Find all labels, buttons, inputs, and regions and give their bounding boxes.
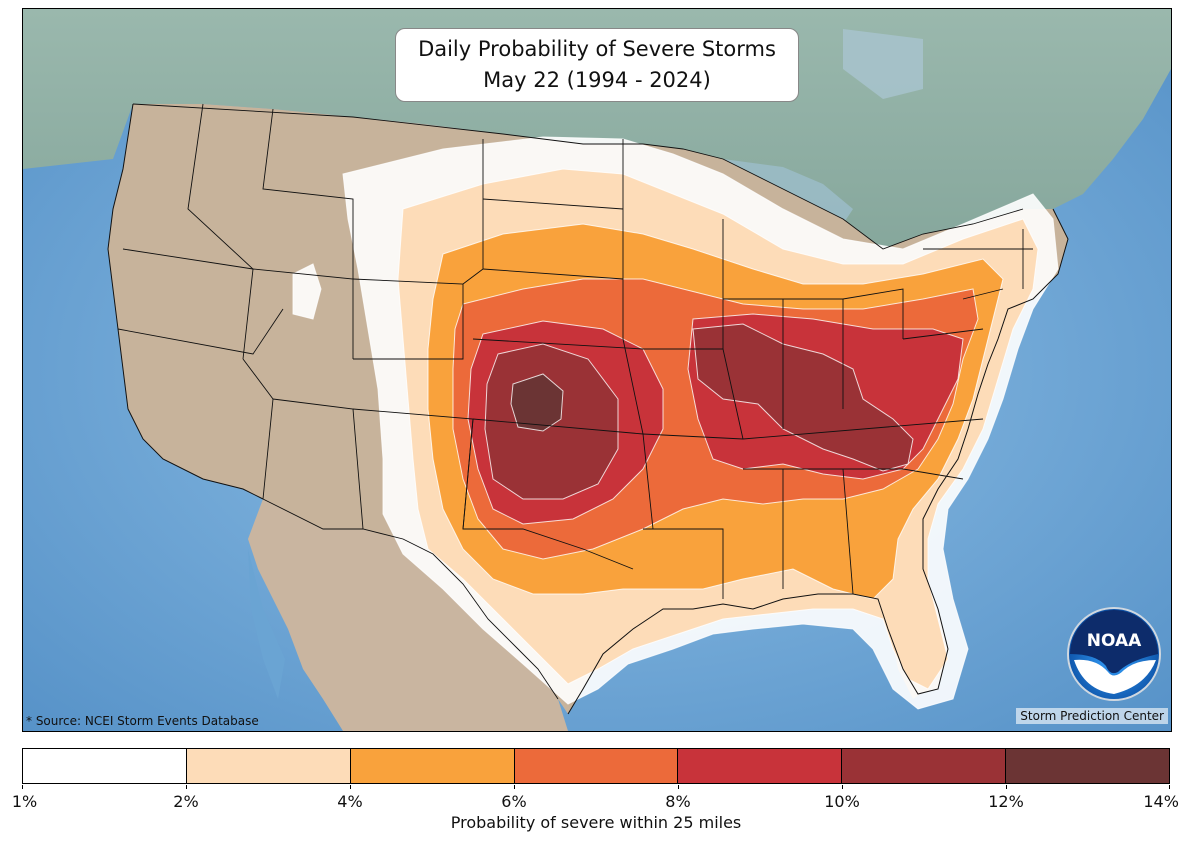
colorbar-segment [350, 749, 515, 783]
colorbar-tick-label: 10% [824, 792, 860, 811]
colorbar-segment [186, 749, 351, 783]
colorbar-tick-label: 2% [173, 792, 199, 811]
colorbar-tick [186, 785, 187, 789]
colorbar-tick-label: 8% [665, 792, 691, 811]
colorbar-segment [1006, 749, 1170, 783]
map-title: Daily Probability of Severe Storms [418, 37, 776, 61]
us-canada-border [132, 103, 643, 145]
colorbar-tick-label: 6% [501, 792, 527, 811]
source-note: * Source: NCEI Storm Events Database [26, 714, 259, 728]
colorbar-segment [678, 749, 843, 783]
map-frame: Daily Probability of Severe Storms May 2… [22, 8, 1172, 732]
probability-contours [292, 136, 1059, 710]
colorbar-tick [678, 785, 679, 789]
attribution-label: Storm Prediction Center [1016, 708, 1168, 724]
colorbar-ticks: 1% 2% 4% 6% 8% 10% 12% 14% [12, 785, 1179, 815]
map-subtitle: May 22 (1994 - 2024) [483, 68, 711, 92]
mexico-land [248, 499, 568, 731]
noaa-logo-text: NOAA [1087, 631, 1142, 651]
colorbar-label: Probability of severe within 25 miles [450, 813, 742, 832]
colorbar-tick [1169, 785, 1170, 789]
colorbar-tick-label: 14% [1143, 792, 1179, 811]
coastline [107, 103, 264, 500]
political-borders [117, 103, 1033, 700]
noaa-logo: NOAA [1067, 607, 1161, 701]
contour-12pct [510, 373, 564, 432]
colorbar-segment [514, 749, 679, 783]
colorbar [22, 748, 1170, 784]
colorbar-tick [842, 785, 843, 789]
colorbar-tick-label: 4% [337, 792, 363, 811]
colorbar-segment [842, 749, 1007, 783]
colorbar-segment [23, 749, 187, 783]
map-title-box: Daily Probability of Severe Storms May 2… [395, 28, 799, 102]
colorbar-tick-label: 1% [11, 792, 38, 811]
severe-storm-probability-map [23, 9, 1171, 731]
us-mexico-border [262, 498, 559, 700]
colorbar-tick [514, 785, 515, 789]
colorbar-tick [1006, 785, 1007, 789]
colorbar-tick [22, 785, 23, 789]
colorbar-tick [350, 785, 351, 789]
colorbar-tick-label: 12% [988, 792, 1024, 811]
